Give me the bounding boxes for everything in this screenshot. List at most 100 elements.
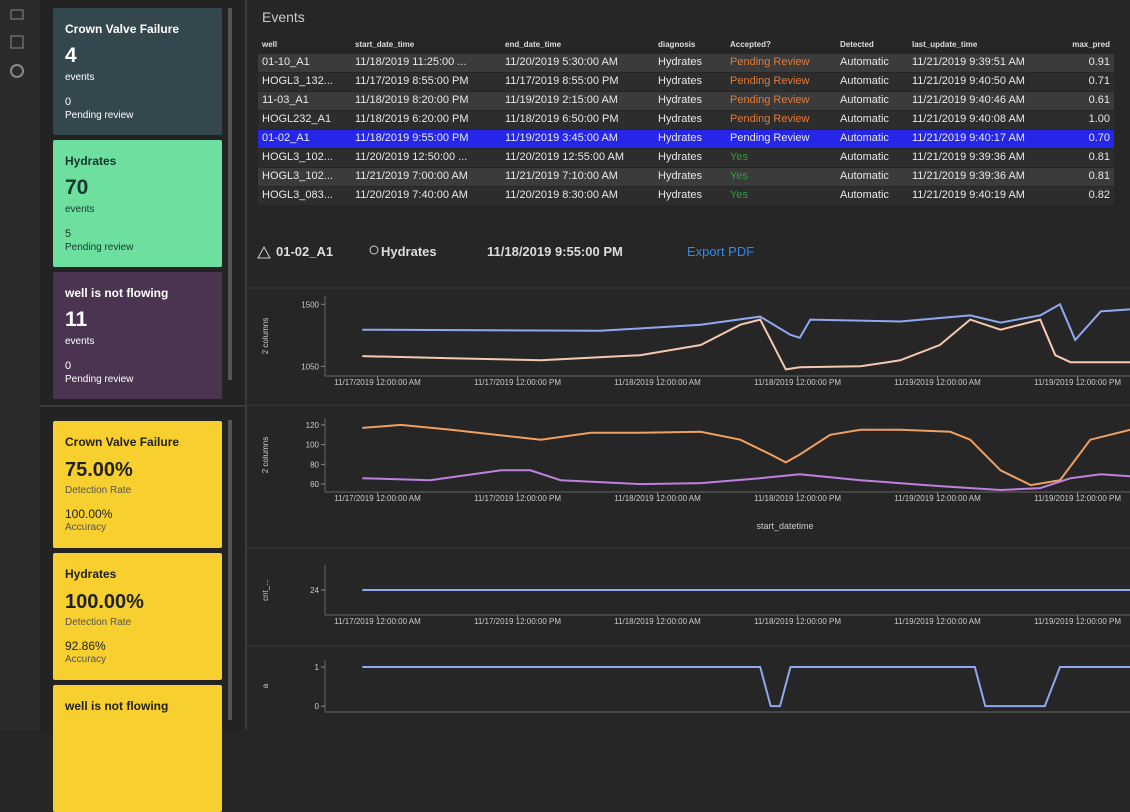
table-cell: HOGL3_132...: [262, 75, 333, 87]
column-header[interactable]: Detected: [840, 40, 874, 49]
table-cell: 01-10_A1: [262, 56, 310, 68]
table-cell: Automatic: [840, 75, 889, 87]
card-title: Hydrates: [65, 154, 116, 168]
series-line: [362, 425, 1130, 485]
table-cell: Pending Review: [730, 132, 810, 144]
card-count: 70: [65, 176, 88, 200]
x-tick-label: 11/17/2019 12:00:00 AM: [334, 617, 421, 626]
table-cell: Automatic: [840, 113, 889, 125]
table-cell: 11/20/2019 5:30:00 AM: [505, 56, 618, 68]
table-cell: HOGL232_A1: [262, 113, 331, 125]
y-tick-label: 80: [310, 460, 319, 469]
table-cell: HOGL3_102...: [262, 170, 333, 182]
table-cell: 0.82: [1050, 189, 1110, 201]
card-label: Detection Rate: [65, 485, 131, 496]
x-tick-label: 11/17/2019 12:00:00 PM: [474, 617, 561, 626]
table-cell: 11/17/2019 8:55:00 PM: [355, 75, 469, 87]
x-tick-label: 11/19/2019 12:00:00 AM: [894, 617, 981, 626]
table-cell: Automatic: [840, 56, 889, 68]
y-axis-label: 2 columns: [261, 437, 270, 473]
table-cell: Pending Review: [730, 94, 810, 106]
card-title: Crown Valve Failure: [65, 22, 179, 36]
series-line: [362, 470, 1130, 490]
table-cell: 11/21/2019 9:40:08 AM: [912, 113, 1025, 125]
table-cell: Hydrates: [658, 132, 702, 144]
y-axis-label: a: [261, 683, 270, 688]
well-icon: [258, 247, 270, 258]
table-cell: 01-02_A1: [262, 132, 310, 144]
table-cell: 0.81: [1050, 151, 1110, 163]
card-pending: 0: [65, 96, 71, 108]
detail-well: 01-02_A1: [276, 244, 333, 259]
table-cell: HOGL3_102...: [262, 151, 333, 163]
table-cell: Automatic: [840, 189, 889, 201]
table-cell: 11/21/2019 9:40:17 AM: [912, 132, 1025, 144]
card-accuracy: 100.00%: [65, 507, 112, 521]
table-cell: 0.70: [1050, 132, 1110, 144]
table-cell: 1.00: [1050, 113, 1110, 125]
x-tick-label: 11/18/2019 12:00:00 PM: [754, 494, 841, 503]
card-count: 4: [65, 44, 77, 68]
column-header[interactable]: diagnosis: [658, 40, 695, 49]
table-cell: 11/20/2019 7:40:00 AM: [355, 189, 468, 201]
column-header[interactable]: well: [262, 40, 277, 49]
table-cell: 0.81: [1050, 170, 1110, 182]
y-tick-label: 1500: [301, 300, 319, 309]
card-label: Detection Rate: [65, 617, 131, 628]
card-label: Accuracy: [65, 522, 106, 533]
column-header[interactable]: max_pred: [1050, 40, 1110, 49]
column-header[interactable]: start_date_time: [355, 40, 414, 49]
table-cell: Yes: [730, 189, 748, 201]
x-tick-label: 11/17/2019 12:00:00 AM: [334, 494, 421, 503]
table-cell: Pending Review: [730, 113, 810, 125]
x-tick-label: 11/19/2019 12:00:00 PM: [1034, 494, 1121, 503]
column-header[interactable]: last_update_time: [912, 40, 977, 49]
table-cell: 11/17/2019 8:55:00 PM: [505, 75, 619, 87]
table-cell: 11/18/2019 11:25:00 ...: [355, 56, 467, 68]
x-tick-label: 11/19/2019 12:00:00 PM: [1034, 378, 1121, 387]
table-cell: Yes: [730, 170, 748, 182]
table-cell: 11/21/2019 9:39:36 AM: [912, 151, 1025, 163]
column-header[interactable]: end_date_time: [505, 40, 561, 49]
x-tick-label: 11/19/2019 12:00:00 PM: [1034, 617, 1121, 626]
card-label: events: [65, 336, 94, 347]
y-axis-label: cnt_...: [261, 579, 270, 601]
series-line: [362, 304, 1130, 340]
page: Events 2 columns1500105011/17/2019 12:00…: [0, 0, 1130, 730]
table-cell: 11/21/2019 9:40:50 AM: [912, 75, 1025, 87]
table-cell: Automatic: [840, 151, 889, 163]
x-tick-label: 11/19/2019 12:00:00 AM: [894, 378, 981, 387]
table-cell: 11/21/2019 7:00:00 AM: [355, 170, 468, 182]
card-label: events: [65, 204, 94, 215]
card-rate: 75.00%: [65, 459, 133, 482]
pin-icon: [370, 246, 378, 254]
x-tick-label: 11/17/2019 12:00:00 PM: [474, 494, 561, 503]
table-cell: 0.61: [1050, 94, 1110, 106]
table-cell: 0.91: [1050, 56, 1110, 68]
table-cell: 11/18/2019 9:55:00 PM: [355, 132, 469, 144]
card-pending: 0: [65, 360, 71, 372]
export-button[interactable]: Export PDF: [687, 244, 754, 259]
table-cell: 11/19/2019 3:45:00 AM: [505, 132, 618, 144]
y-axis-label: 2 columns: [261, 318, 270, 354]
card-label: Pending review: [65, 242, 133, 253]
y-tick-label: 60: [310, 480, 319, 489]
table-cell: 11/21/2019 7:10:00 AM: [505, 170, 618, 182]
table-cell: HOGL3_083...: [262, 189, 333, 201]
card-pending: 5: [65, 228, 71, 240]
card-label: Pending review: [65, 374, 133, 385]
x-tick-label: 11/18/2019 12:00:00 PM: [754, 617, 841, 626]
table-cell: 11-03_A1: [262, 94, 309, 106]
table-cell: 11/21/2019 9:40:46 AM: [912, 94, 1025, 106]
column-header[interactable]: Accepted?: [730, 40, 771, 49]
card-label: events: [65, 72, 94, 83]
table-cell: Hydrates: [658, 113, 702, 125]
x-tick-label: 11/17/2019 12:00:00 AM: [334, 378, 421, 387]
y-tick-label: 1050: [301, 362, 319, 371]
x-tick-label: 11/18/2019 12:00:00 AM: [614, 617, 701, 626]
table-cell: Hydrates: [658, 151, 702, 163]
y-tick-label: 1: [315, 663, 320, 672]
series-line: [362, 667, 1130, 706]
x-tick-label: 11/18/2019 12:00:00 AM: [614, 378, 701, 387]
table-cell: 11/18/2019 6:20:00 PM: [355, 113, 469, 125]
